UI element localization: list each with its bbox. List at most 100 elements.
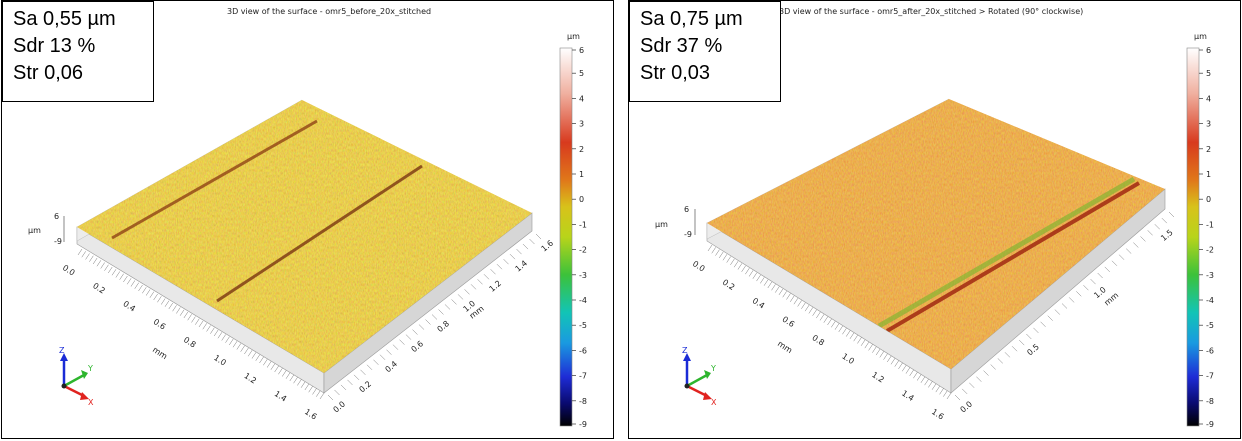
- colorbar: [1186, 47, 1200, 427]
- left-3d-surface-view: 3D view of the surface - omr5_before_20x…: [28, 7, 587, 429]
- z-triad-label: Z: [59, 346, 65, 355]
- colorbar-tick-label: -9: [579, 420, 587, 429]
- x-arrow: [63, 384, 85, 398]
- y-tick-label: 1.4: [514, 259, 530, 274]
- surface-groove: [111, 119, 318, 240]
- z-triad-label: Z: [682, 346, 688, 355]
- y-triad-label: Y: [710, 364, 716, 373]
- sdr-value: Sdr 37 %: [640, 35, 723, 57]
- x-triad-label: X: [711, 398, 717, 407]
- x-tick-label: 0.6: [152, 317, 168, 331]
- colorbar-tick-label: -6: [1206, 346, 1214, 355]
- colorbar-tick-label: -8: [579, 397, 587, 406]
- x-triad-label: X: [88, 398, 94, 407]
- str-value: Str 0,03: [640, 62, 711, 84]
- sa-value: Sa 0,55 µm: [13, 8, 116, 30]
- colorbar-unit: µm: [567, 32, 580, 41]
- colorbar-tick-label: 5: [579, 69, 584, 78]
- y-tick-label: 0.0: [959, 399, 975, 414]
- surface-side-right: [323, 212, 533, 394]
- y-arrow: [686, 373, 708, 388]
- colorbar-tick-label: 6: [579, 46, 584, 55]
- x-tick-label: 0.2: [91, 281, 107, 295]
- left-surface-panel: 3D view of the surface - omr5_before_20x…: [1, 0, 614, 439]
- x-axis-label: mm: [151, 345, 169, 361]
- x-arrow: [686, 384, 708, 398]
- colorbar-tick-label: 4: [1206, 94, 1211, 103]
- x-tick-label: 0.2: [721, 278, 737, 292]
- colorbar-tick-label: -4: [579, 296, 587, 305]
- y-axis: 0.00.20.40.60.81.01.21.41.6: [327, 233, 556, 415]
- y-tick-label: 0.0: [332, 399, 348, 414]
- surface-groove-edge: [877, 176, 1136, 329]
- x-tick-label: 1.4: [273, 389, 289, 403]
- y-tick-label: 0.6: [410, 339, 426, 354]
- colorbar-tick-label: -9: [1206, 420, 1214, 429]
- colorbar-tick-label: 2: [579, 145, 584, 154]
- colorbar-tick-label: -1: [1206, 220, 1214, 229]
- z-tick-label: -9: [684, 230, 692, 239]
- x-tick-label: 0.0: [61, 263, 77, 277]
- colorbar-tick-label: 0: [1206, 195, 1211, 204]
- x-tick-label: 0.4: [751, 296, 767, 310]
- surface-texture: [707, 99, 1165, 369]
- y-tick-label: 0.2: [358, 379, 374, 394]
- x-tick-label: 0.4: [121, 299, 137, 313]
- colorbar-tick-label: -4: [1206, 296, 1214, 305]
- colorbar-tick-label: 3: [1206, 120, 1211, 129]
- colorbar-tick-label: -7: [1206, 372, 1214, 381]
- z-axis: 6 -9 µm: [655, 205, 696, 239]
- colorbar-ticks: 6 5 4 3 2 1 0 -1 -2 -3 -4 -5 -6 -7 -8 -9: [572, 46, 587, 429]
- right-surface-panel: 3D view of the surface - omr5_after_20x_…: [628, 0, 1241, 439]
- colorbar-tick-label: 3: [579, 120, 584, 129]
- z-tick-label: 6: [684, 205, 689, 214]
- surface-title: 3D view of the surface - omr5_after_20x_…: [779, 7, 1083, 16]
- z-tick-label: -9: [54, 237, 62, 246]
- colorbar-tick-label: -2: [579, 246, 587, 255]
- y-tick-label: 0.8: [436, 319, 452, 334]
- surface-groove: [885, 181, 1141, 333]
- right-3d-surface-view: 3D view of the surface - omr5_after_20x_…: [655, 7, 1214, 429]
- y-tick-label: 1.6: [540, 238, 556, 253]
- str-value: Str 0,06: [13, 62, 84, 84]
- colorbar-tick-label: -3: [1206, 271, 1214, 280]
- x-tick-label: 1.6: [930, 407, 946, 421]
- z-tick-label: 6: [54, 212, 59, 221]
- colorbar-tick-label: -5: [579, 321, 587, 330]
- x-tick-label: 1.6: [303, 407, 319, 421]
- colorbar-ticks: 6 5 4 3 2 1 0 -1 -2 -3 -4 -5 -6 -7 -8 -9: [1199, 46, 1214, 429]
- sdr-value: Sdr 13 %: [13, 35, 96, 57]
- colorbar-tick-label: 4: [579, 94, 584, 103]
- colorbar-tick-label: -3: [579, 271, 587, 280]
- x-tick-label: 1.2: [242, 371, 258, 385]
- x-tick-label: 1.0: [212, 353, 228, 367]
- x-tick-label: 1.4: [900, 389, 916, 403]
- surface-parameters-box: Sa 0,75 µm Sdr 37 % Str 0,03: [629, 1, 781, 102]
- surface-groove: [216, 164, 423, 303]
- colorbar-tick-label: -6: [579, 346, 587, 355]
- colorbar-tick-label: 0: [579, 195, 584, 204]
- y-arrow: [63, 373, 85, 388]
- z-axis: 6 -9 µm: [28, 212, 65, 246]
- surface-title: 3D view of the surface - omr5_before_20x…: [227, 7, 431, 16]
- z-axis-unit: µm: [28, 226, 41, 235]
- colorbar-unit: µm: [1194, 32, 1207, 41]
- surface-texture: [77, 100, 532, 373]
- y-triad-label: Y: [87, 364, 93, 373]
- x-tick-label: 0.6: [781, 315, 797, 329]
- x-tick-label: 0.8: [810, 333, 826, 347]
- x-axis-label: mm: [776, 339, 794, 355]
- x-tick-label: 0.8: [182, 335, 198, 349]
- colorbar-tick-label: -8: [1206, 397, 1214, 406]
- y-tick-label: 1.2: [488, 279, 504, 294]
- x-tick-label: 0.0: [691, 259, 707, 273]
- y-tick-label: 0.4: [384, 359, 400, 374]
- colorbar-tick-label: 2: [1206, 145, 1211, 154]
- axis-triad: Z Y X: [682, 346, 717, 407]
- x-tick-label: 1.2: [870, 370, 886, 384]
- colorbar-tick-label: -1: [579, 220, 587, 229]
- surface-parameters-box: Sa 0,55 µm Sdr 13 % Str 0,06: [2, 1, 154, 102]
- x-tick-label: 1.0: [840, 352, 856, 366]
- colorbar-tick-label: -5: [1206, 321, 1214, 330]
- y-tick-label: 0.5: [1025, 342, 1041, 357]
